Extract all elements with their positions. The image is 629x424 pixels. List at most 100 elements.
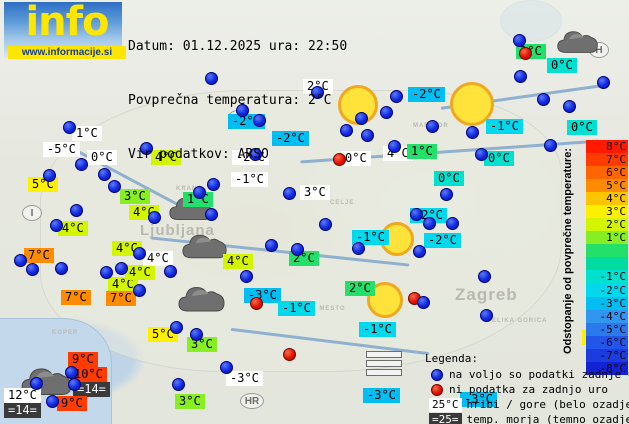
station-dot-ok[interactable] [544,139,557,152]
station-dot-ok[interactable] [140,142,153,155]
station-dot-ok[interactable] [514,70,527,83]
temperature-chip: -1°C [352,230,389,245]
station-dot-ok[interactable] [190,328,203,341]
station-dot-ok[interactable] [220,361,233,374]
border-marker: I [22,205,42,221]
temperature-chip: -2°C [408,87,445,102]
header-info-block: Datum: 01.12.2025 ura: 22:50 Povprečna t… [128,2,347,200]
station-dot-ok[interactable] [265,239,278,252]
station-dot-ok[interactable] [55,262,68,275]
station-dot-ok[interactable] [50,219,63,232]
station-dot-ok[interactable] [65,366,78,379]
site-logo[interactable]: info www.informacije.si [4,0,126,59]
station-dot-ok[interactable] [563,100,576,113]
station-dot-ok[interactable] [205,72,218,85]
scale-step: 8°C [586,140,628,154]
station-dot-no-data[interactable] [333,153,346,166]
station-dot-ok[interactable] [283,187,296,200]
station-dot-ok[interactable] [475,148,488,161]
geo-label: Ljubljana [140,222,215,239]
station-dot-ok[interactable] [46,395,59,408]
station-dot-ok[interactable] [597,76,610,89]
station-dot-ok[interactable] [170,321,183,334]
station-dot-ok[interactable] [164,265,177,278]
station-dot-ok[interactable] [240,270,253,283]
temperature-chip: 1°C [407,144,437,159]
station-dot-ok[interactable] [133,247,146,260]
temperature-chip: 9°C [57,396,87,411]
station-dot-ok[interactable] [108,180,121,193]
scale-step: 3°C [586,205,628,219]
station-dot-ok[interactable] [193,186,206,199]
station-dot-ok[interactable] [249,148,262,161]
temperature-chip: 4°C [58,221,88,236]
geo-label: Zagreb [455,285,518,304]
station-dot-ok[interactable] [410,208,423,221]
temperature-chip: 10°C [70,367,107,382]
station-dot-ok[interactable] [361,129,374,142]
station-dot-no-data[interactable] [250,297,263,310]
station-dot-ok[interactable] [440,188,453,201]
station-dot-ok[interactable] [63,121,76,134]
geo-label: VELIKA GORICA [487,318,548,324]
station-dot-ok[interactable] [75,158,88,171]
station-dot-ok[interactable] [100,266,113,279]
station-dot-ok[interactable] [340,124,353,137]
station-dot-ok[interactable] [355,112,368,125]
station-dot-ok[interactable] [291,243,304,256]
scale-step: 7°C [586,153,628,167]
temperature-chip: -2°C [272,131,309,146]
station-dot-ok[interactable] [236,104,249,117]
temperature-chip: 3°C [175,394,205,409]
station-dot-ok[interactable] [466,126,479,139]
station-dot-ok[interactable] [426,120,439,133]
station-dot-ok[interactable] [417,296,430,309]
station-dot-ok[interactable] [478,270,491,283]
station-dot-ok[interactable] [311,86,324,99]
station-dot-ok[interactable] [388,140,401,153]
legend-row-mountain: 25°C hribi / gore (belo ozadje) [425,397,629,412]
scale-color-bars: 8°C 7°C 6°C 5°C 4°C 3°C 2°C 1°C -1°C -2°C -3°C -4°C… [586,140,628,375]
station-dot-ok[interactable] [98,168,111,181]
station-dot-ok[interactable] [513,34,526,47]
station-dot-ok[interactable] [352,242,365,255]
temperature-chip: -5°C [43,142,80,157]
station-dot-ok[interactable] [68,378,81,391]
station-dot-ok[interactable] [43,169,56,182]
station-dot-no-data[interactable] [283,348,296,361]
red-station-dot-icon [431,383,443,396]
scale-step: -3°C [586,296,628,310]
temperature-chip: 4°C [223,254,253,269]
station-dot-ok[interactable] [30,377,43,390]
temperature-chip: 0°C [484,151,514,166]
station-dot-ok[interactable] [148,211,161,224]
station-dot-ok[interactable] [14,254,27,267]
cloud-icon [177,281,227,315]
station-dot-ok[interactable] [133,284,146,297]
station-dot-ok[interactable] [70,204,83,217]
station-dot-ok[interactable] [537,93,550,106]
scale-step: -6°C [586,335,628,349]
station-dot-no-data[interactable] [519,47,532,60]
temperature-chip: 3°C [120,189,150,204]
station-dot-ok[interactable] [172,378,185,391]
temperature-chip: 1°C [72,126,102,141]
legend-red-label: ni podatka za zadnjo uro [449,382,608,396]
station-dot-ok[interactable] [115,262,128,275]
station-dot-ok[interactable] [390,90,403,103]
scale-title: Odstopanje od povprečne temperature: [562,148,574,354]
station-dot-ok[interactable] [205,208,218,221]
station-dot-ok[interactable] [446,217,459,230]
station-dot-ok[interactable] [319,218,332,231]
station-dot-ok[interactable] [413,245,426,258]
station-dot-ok[interactable] [26,263,39,276]
station-dot-ok[interactable] [207,178,220,191]
station-dot-ok[interactable] [380,106,393,119]
temperature-chip: 4°C [143,251,173,266]
station-dot-ok[interactable] [253,114,266,127]
header-average-temperature-line: Povprečna temperatura: 2°C [128,93,332,108]
station-dot-ok[interactable] [423,217,436,230]
scale-step: 1°C [586,231,628,245]
station-dot-ok[interactable] [480,309,493,322]
